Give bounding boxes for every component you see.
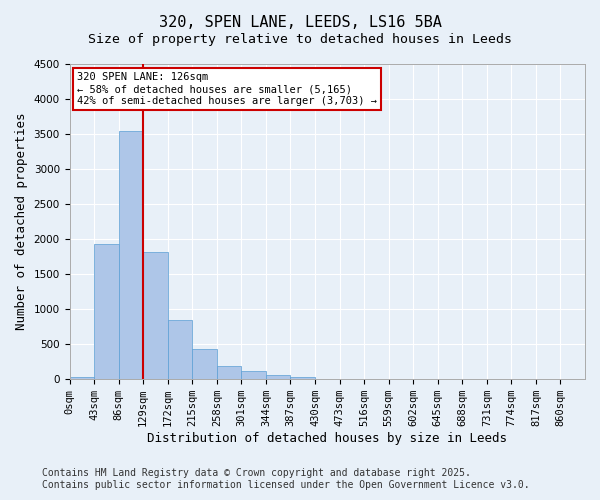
Bar	[315, 378, 340, 379]
Bar	[70, 377, 94, 379]
X-axis label: Distribution of detached houses by size in Leeds: Distribution of detached houses by size …	[147, 432, 507, 445]
Text: 320 SPEN LANE: 126sqm
← 58% of detached houses are smaller (5,165)
42% of semi-d: 320 SPEN LANE: 126sqm ← 58% of detached …	[77, 72, 377, 106]
Text: 320, SPEN LANE, LEEDS, LS16 5BA: 320, SPEN LANE, LEEDS, LS16 5BA	[158, 15, 442, 30]
Bar	[266, 376, 290, 379]
Bar	[119, 131, 143, 379]
Text: Size of property relative to detached houses in Leeds: Size of property relative to detached ho…	[88, 32, 512, 46]
Bar	[192, 349, 217, 379]
Y-axis label: Number of detached properties: Number of detached properties	[15, 113, 28, 330]
Bar	[143, 252, 168, 379]
Bar	[241, 371, 266, 379]
Bar	[168, 320, 192, 379]
Bar	[217, 366, 241, 379]
Text: Contains HM Land Registry data © Crown copyright and database right 2025.
Contai: Contains HM Land Registry data © Crown c…	[42, 468, 530, 490]
Bar	[94, 244, 119, 379]
Bar	[290, 377, 315, 379]
